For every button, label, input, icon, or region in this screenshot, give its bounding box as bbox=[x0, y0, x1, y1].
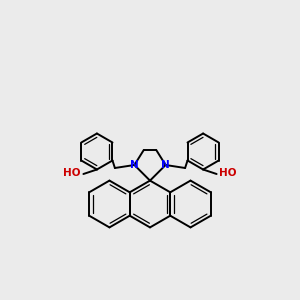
Text: HO: HO bbox=[219, 168, 236, 178]
Text: HO: HO bbox=[64, 168, 81, 178]
Text: N: N bbox=[161, 160, 170, 170]
Text: N: N bbox=[130, 160, 139, 170]
